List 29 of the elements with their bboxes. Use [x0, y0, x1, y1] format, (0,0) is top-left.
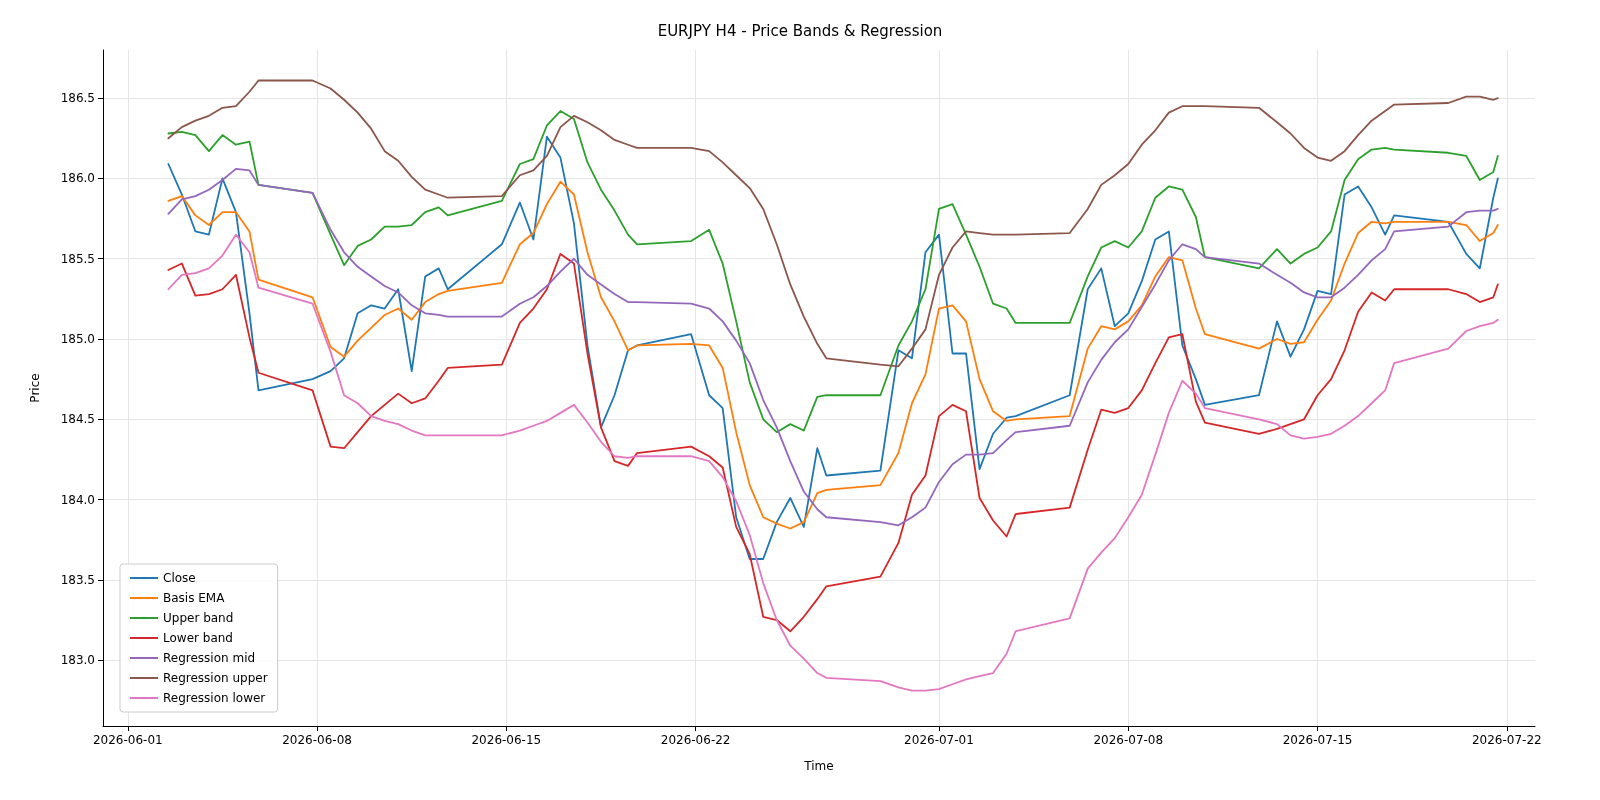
x-tick-label: 2026-06-15: [471, 733, 542, 747]
x-axis-title: Time: [803, 759, 834, 773]
y-tick-label: 186.0: [60, 171, 95, 186]
legend-label: Regression upper: [163, 671, 268, 685]
x-tick-label: 2026-07-01: [904, 733, 974, 747]
line-series: [167, 110, 1499, 434]
x-tick-label: 2026-06-08: [282, 733, 352, 747]
y-tick-label: 183.0: [60, 653, 95, 668]
line-series: [167, 79, 1499, 368]
line-series: [167, 135, 1499, 560]
legend-label: Upper band: [163, 611, 234, 625]
legend-label: Close: [163, 571, 196, 585]
y-axis-title: Price: [28, 373, 42, 403]
legend-label: Lower band: [163, 631, 233, 645]
y-tick-label: 185.5: [60, 251, 95, 266]
x-tick-label: 2026-06-22: [660, 733, 731, 747]
y-tick-label: 185.0: [60, 332, 95, 347]
y-tick-label: 183.5: [60, 572, 95, 587]
y-tick-label: 184.0: [60, 492, 95, 507]
x-tick-label: 2026-07-15: [1282, 733, 1353, 747]
legend-label: Regression mid: [163, 651, 256, 665]
y-tick-label: 184.5: [60, 412, 95, 427]
x-tick-label: 2026-07-22: [1471, 733, 1542, 747]
legend-label: Basis EMA: [163, 591, 226, 605]
x-tick-label: 2026-07-08: [1093, 733, 1164, 747]
y-tick-label: 186.5: [60, 91, 95, 106]
legend-label: Regression lower: [163, 691, 266, 705]
x-tick-label: 2026-06-01: [92, 733, 163, 747]
chart-title: EURJPY H4 - Price Bands & Regression: [657, 21, 943, 40]
